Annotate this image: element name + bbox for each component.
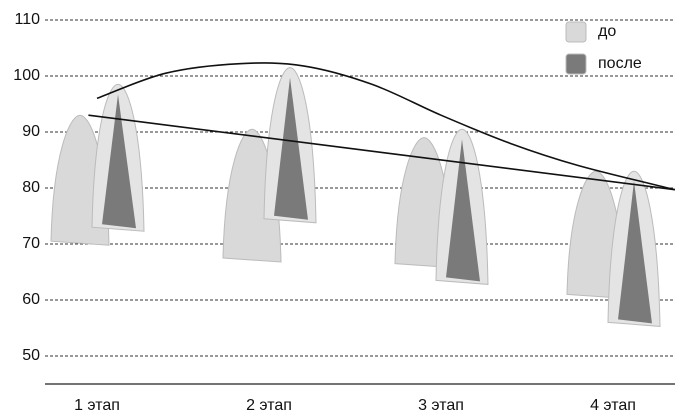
trend-line (88, 115, 675, 189)
trend-line (97, 63, 675, 190)
y-tick-label: 80 (22, 179, 40, 196)
legend-label: после (598, 55, 642, 72)
y-tick-label: 70 (22, 235, 40, 252)
y-tick-label: 60 (22, 291, 40, 308)
y-tick-label: 50 (22, 347, 40, 364)
y-tick-label: 100 (13, 67, 40, 84)
y-tick-label: 110 (14, 11, 40, 28)
y-tick-label: 90 (22, 123, 40, 140)
legend-swatch (566, 22, 586, 42)
legend-label: до (598, 23, 616, 40)
x-tick-label: 2 этап (246, 397, 292, 414)
x-tick-label: 3 этап (418, 397, 464, 414)
chart: 50 60 70 80 90 100 110 1 этап 2 этап 3 этап 4 этап… (0, 0, 675, 416)
legend-swatch (566, 54, 586, 74)
x-tick-label: 4 этап (590, 397, 636, 414)
x-tick-label: 1 этап (74, 397, 120, 414)
